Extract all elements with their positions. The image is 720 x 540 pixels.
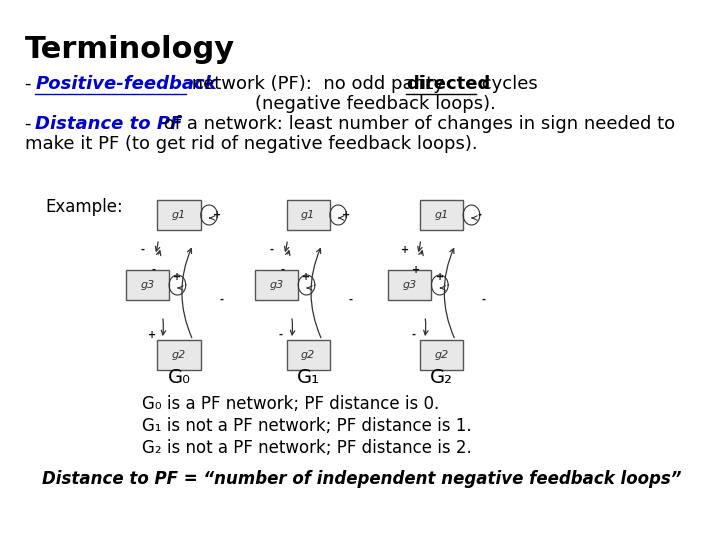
- FancyArrowPatch shape: [419, 251, 423, 255]
- Text: -: -: [25, 75, 37, 93]
- Text: g1: g1: [301, 210, 315, 220]
- FancyBboxPatch shape: [158, 340, 201, 370]
- FancyBboxPatch shape: [420, 340, 463, 370]
- Text: g2: g2: [172, 350, 186, 360]
- FancyBboxPatch shape: [126, 270, 169, 300]
- Text: Example:: Example:: [46, 198, 124, 216]
- FancyBboxPatch shape: [287, 340, 330, 370]
- Text: -: -: [220, 295, 224, 305]
- FancyArrowPatch shape: [156, 242, 160, 251]
- Text: +: +: [148, 330, 156, 340]
- Text: Distance to PF: Distance to PF: [35, 115, 183, 133]
- Text: G₀ is a PF network; PF distance is 0.: G₀ is a PF network; PF distance is 0.: [142, 395, 439, 413]
- FancyBboxPatch shape: [287, 200, 330, 230]
- FancyArrowPatch shape: [161, 319, 166, 335]
- Text: -: -: [25, 115, 37, 133]
- FancyBboxPatch shape: [388, 270, 431, 300]
- Text: g1: g1: [434, 210, 449, 220]
- Text: g2: g2: [301, 350, 315, 360]
- Text: G₀: G₀: [168, 368, 191, 387]
- Text: G₂ is not a PF network; PF distance is 2.: G₂ is not a PF network; PF distance is 2…: [142, 439, 472, 457]
- Text: cycles: cycles: [476, 75, 538, 93]
- Text: of a network: least number of changes in sign needed to: of a network: least number of changes in…: [158, 115, 675, 133]
- FancyArrowPatch shape: [418, 242, 422, 251]
- Text: -: -: [478, 210, 482, 220]
- FancyArrowPatch shape: [156, 251, 161, 255]
- Text: +: +: [436, 272, 444, 282]
- Text: +: +: [343, 210, 351, 220]
- Text: +: +: [412, 265, 420, 275]
- FancyBboxPatch shape: [158, 200, 201, 230]
- Text: g3: g3: [269, 280, 284, 290]
- Text: make it PF (to get rid of negative feedback loops).: make it PF (to get rid of negative feedb…: [25, 135, 477, 153]
- FancyArrowPatch shape: [182, 248, 192, 338]
- Text: +: +: [302, 272, 310, 282]
- Text: G₁: G₁: [297, 368, 320, 387]
- Text: g3: g3: [402, 280, 417, 290]
- Text: -: -: [280, 265, 284, 275]
- FancyArrowPatch shape: [311, 248, 321, 338]
- Text: network (PF):  no odd parity: network (PF): no odd parity: [186, 75, 450, 93]
- Text: Terminology: Terminology: [25, 35, 235, 64]
- FancyArrowPatch shape: [284, 242, 289, 251]
- Text: -: -: [482, 295, 486, 305]
- Text: -: -: [279, 330, 283, 340]
- FancyArrowPatch shape: [444, 248, 454, 338]
- Text: (negative feedback loops).: (negative feedback loops).: [25, 95, 496, 113]
- Text: directed: directed: [406, 75, 490, 93]
- Text: +: +: [401, 245, 409, 255]
- Text: g1: g1: [172, 210, 186, 220]
- FancyBboxPatch shape: [255, 270, 298, 300]
- Text: G₁ is not a PF network; PF distance is 1.: G₁ is not a PF network; PF distance is 1…: [142, 417, 471, 435]
- Text: Positive-feedback: Positive-feedback: [35, 75, 217, 93]
- Text: -: -: [269, 245, 274, 255]
- Text: Distance to PF = “number of independent negative feedback loops”: Distance to PF = “number of independent …: [42, 470, 681, 488]
- Text: -: -: [412, 330, 416, 340]
- Text: +: +: [174, 272, 181, 282]
- Text: +: +: [213, 210, 222, 220]
- Text: G₂: G₂: [430, 368, 453, 387]
- FancyArrowPatch shape: [286, 251, 290, 255]
- FancyBboxPatch shape: [420, 200, 463, 230]
- Text: g2: g2: [434, 350, 449, 360]
- Text: -: -: [348, 295, 353, 305]
- FancyArrowPatch shape: [290, 319, 294, 335]
- Text: g3: g3: [140, 280, 155, 290]
- Text: -: -: [140, 245, 145, 255]
- FancyArrowPatch shape: [423, 319, 428, 335]
- Text: -: -: [151, 265, 156, 275]
